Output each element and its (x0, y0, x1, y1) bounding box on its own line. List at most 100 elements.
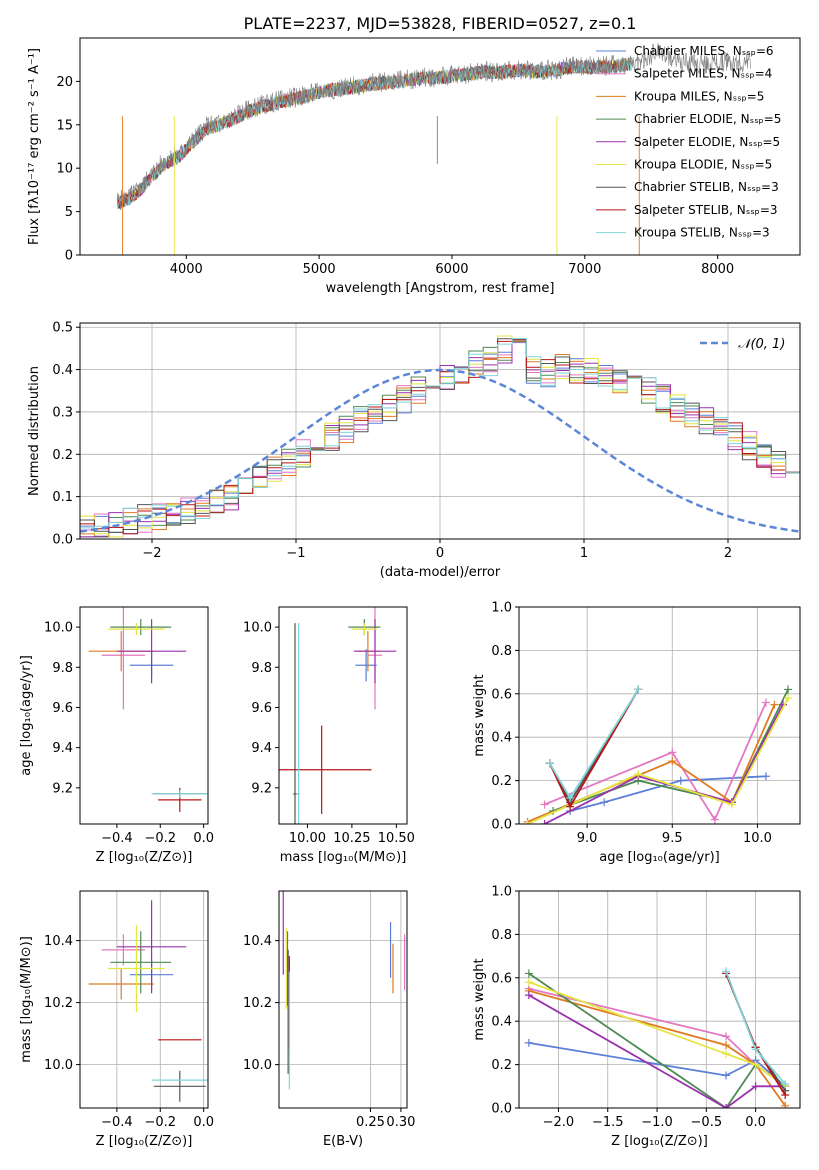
legend-label: Chabrier MILES, Nₛₛₚ=6 (634, 44, 774, 58)
y-tick-label: 9.2 (251, 781, 272, 796)
weight-marker (545, 759, 554, 768)
weight-marker (784, 685, 793, 694)
y-tick-label: 15 (56, 118, 73, 133)
panel-age_vs_mass: 10.00 10.25 10.50 9.2 9.4 9.6 9.8 10.0 mass [log… (243, 606, 415, 865)
axes-frame (518, 890, 801, 1109)
y-tick-label: 0 (65, 249, 73, 264)
x-axis-label: Z [log₁₀(Z/Z⊙)] (611, 1134, 708, 1149)
weight-marker (722, 1049, 731, 1058)
x-tick-label: 0.0 (193, 831, 214, 846)
weight-marker (600, 798, 609, 807)
panel-residuals: −2 −1 0 1 2 0.0 0.1 0.2 0.3 0.4 0.5 (data-model)/er… (27, 321, 801, 580)
y-tick-label: 10.4 (243, 934, 272, 949)
weight-marker (727, 800, 736, 809)
histogram-step (80, 335, 800, 538)
x-tick-label: −0.5 (691, 1115, 723, 1130)
weight-line (527, 704, 776, 823)
weight-marker (540, 820, 549, 824)
x-axis-label: mass [log₁₀(M/M⊙)] (280, 850, 407, 865)
y-axis-label: age [log₁₀(age/yr)] (19, 655, 34, 776)
x-axis-label: Z [log₁₀(Z/Z⊙)] (96, 850, 193, 865)
weight-marker (710, 815, 719, 824)
x-tick-label: −1 (286, 546, 305, 561)
x-tick-label: 10.00 (289, 831, 326, 846)
y-tick-label: 0.0 (491, 818, 512, 833)
weight-marker (722, 1071, 731, 1080)
x-tick-label: 6000 (435, 262, 468, 277)
y-tick-label: 5 (65, 205, 73, 220)
x-tick-label: 0.30 (386, 1115, 415, 1130)
weight-marker (784, 694, 793, 703)
y-tick-label: 10.0 (44, 1058, 73, 1073)
weight-marker (523, 820, 532, 824)
weight-marker (751, 1082, 760, 1091)
y-tick-label: 9.6 (251, 701, 272, 716)
x-tick-label: 0 (436, 546, 444, 561)
weight-marker (722, 967, 731, 976)
y-tick-label: 10.2 (243, 996, 272, 1011)
weight-marker (524, 969, 533, 978)
weight-marker (524, 991, 533, 1000)
y-tick-label: 9.8 (251, 661, 272, 676)
weight-marker (524, 1038, 533, 1047)
weight-line (528, 994, 786, 1108)
axes-frame (79, 322, 801, 540)
legend-label: Salpeter STELIB, Nₛₛₚ=3 (634, 203, 778, 217)
weight-line (528, 981, 786, 1088)
weight-marker (751, 1045, 760, 1054)
y-tick-label: 0.4 (491, 1015, 512, 1030)
weight-marker (781, 1080, 790, 1089)
plot-area (80, 335, 800, 538)
weight-marker (761, 772, 770, 781)
x-tick-label: 1 (580, 546, 588, 561)
legend-label: 𝒩(0, 1) (738, 337, 785, 352)
x-axis-label: wavelength [Angstrom, rest frame] (326, 281, 555, 296)
weight-marker (722, 1104, 731, 1108)
x-tick-label: −2 (142, 546, 161, 561)
y-tick-label: 9.8 (52, 661, 73, 676)
x-axis-label: age [log₁₀(age/yr)] (599, 850, 720, 865)
legend-label: Kroupa MILES, Nₛₛₚ=5 (634, 89, 764, 103)
data-spectrum-line (116, 42, 751, 211)
x-tick-label: 0.0 (193, 1115, 214, 1130)
y-tick-label: 0.4 (491, 731, 512, 746)
panel-mass_vs_ebv: 0.25 0.30 10.0 10.2 10.4 E(B-V) (243, 890, 415, 1149)
x-tick-label: 8000 (701, 262, 734, 277)
axes-frame (518, 606, 801, 825)
plot-area (282, 891, 406, 1090)
plot-area (88, 607, 208, 812)
plot-area (88, 900, 208, 1102)
panel-weight_vs_Z: −2.0 −1.5 −1.0 −0.5 0.0 0.0 0.2 0.4 0.6 0.8 1.0 Z [… (472, 885, 801, 1149)
x-tick-label: −0.4 (101, 831, 133, 846)
y-tick-label: 9.4 (52, 741, 73, 756)
histogram-step (80, 338, 800, 535)
x-tick-label: 10.25 (333, 831, 370, 846)
x-tick-label: 2 (724, 546, 732, 561)
y-tick-label: 0.0 (52, 533, 73, 548)
x-tick-label: 9.0 (577, 831, 598, 846)
panel-spectrum: 4000 5000 6000 7000 8000 0 5 10 15 20 wavelength [… (27, 37, 801, 296)
x-tick-label: 5000 (303, 262, 336, 277)
y-axis-label: Flux [fλ10⁻¹⁷ erg cm⁻² s⁻¹ A⁻¹] (27, 48, 42, 245)
weight-marker (781, 1101, 790, 1108)
x-tick-label: 0.0 (745, 1115, 766, 1130)
panel-weight_vs_age: 9.0 9.5 10.0 0.0 0.2 0.4 0.6 0.8 1.0 age [log₁₀(a… (472, 601, 801, 865)
weight-line (552, 689, 789, 812)
plot-area (524, 967, 790, 1108)
x-tick-label: −1.5 (592, 1115, 624, 1130)
y-tick-label: 0.2 (491, 1058, 512, 1073)
x-tick-label: −0.2 (144, 831, 176, 846)
axes-frame (79, 890, 209, 1109)
y-tick-label: 0.6 (491, 971, 512, 986)
panel-mass_vs_Z: −0.4 −0.2 0.0 10.0 10.2 10.4 Z [log₁₀(Z/Z⊙)] ma… (19, 890, 214, 1149)
y-axis-label: mass [log₁₀(M/M⊙)] (19, 936, 34, 1063)
legend-label: Kroupa ELODIE, Nₛₛₚ=5 (634, 158, 772, 172)
weight-marker (781, 1090, 790, 1099)
x-axis-label: Z [log₁₀(Z/Z⊙)] (96, 1134, 193, 1149)
figure-title: PLATE=2237, MJD=53828, FIBERID=0527, z=0… (244, 14, 637, 33)
y-axis-label: mass weight (472, 674, 487, 756)
y-axis-label: mass weight (472, 958, 487, 1040)
weight-marker (770, 700, 779, 709)
x-axis-label: (data-model)/error (380, 565, 501, 580)
x-tick-label: −1.0 (641, 1115, 673, 1130)
